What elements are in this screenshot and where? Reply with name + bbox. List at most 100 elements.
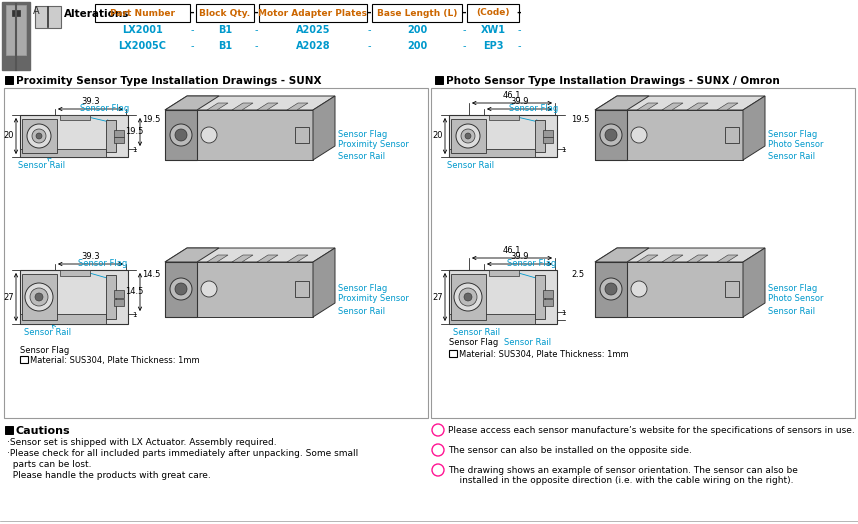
Text: Part Number: Part Number [110, 8, 175, 17]
Bar [20, 314, 106, 324]
Bar [20, 149, 106, 157]
Polygon shape [662, 255, 683, 262]
Polygon shape [313, 96, 335, 160]
Bar [467, 4, 519, 22]
Circle shape [605, 283, 617, 295]
Text: -: - [367, 41, 371, 51]
Polygon shape [595, 248, 649, 262]
Polygon shape [717, 255, 738, 262]
Text: Please access each sensor manufacture’s website for the specifications of sensor: Please access each sensor manufacture’s … [448, 426, 855, 435]
Bar [449, 115, 557, 157]
Bar [6, 5, 26, 55]
Polygon shape [165, 248, 219, 262]
Text: 1: 1 [132, 147, 136, 153]
Text: Sensor Flag: Sensor Flag [507, 259, 556, 268]
Text: 19.5: 19.5 [124, 127, 143, 136]
Bar [4, 88, 428, 418]
Text: -: - [462, 8, 466, 18]
Circle shape [175, 283, 187, 295]
Text: ·Sensor set is shipped with LX Actuator. Assembly required.: ·Sensor set is shipped with LX Actuator.… [7, 438, 276, 447]
Text: 39.3: 39.3 [82, 252, 100, 261]
Text: 1: 1 [436, 427, 440, 433]
Text: Sensor Rail: Sensor Rail [768, 152, 815, 161]
Bar [5, 426, 13, 434]
Bar [431, 88, 855, 418]
Text: -: - [367, 25, 371, 35]
Circle shape [456, 124, 480, 148]
Text: Photo Sensor: Photo Sensor [768, 294, 824, 303]
Bar [20, 115, 128, 157]
Text: -: - [462, 41, 466, 51]
Text: A: A [33, 6, 39, 16]
Bar [114, 130, 124, 137]
Bar [114, 137, 124, 143]
Text: 2: 2 [436, 447, 440, 453]
Polygon shape [687, 255, 708, 262]
Circle shape [459, 288, 477, 306]
Bar [543, 137, 553, 143]
Bar [449, 270, 557, 324]
Bar [489, 270, 519, 276]
Polygon shape [165, 248, 335, 262]
Bar [106, 275, 116, 319]
Text: 19.5: 19.5 [571, 115, 589, 124]
Polygon shape [743, 248, 765, 317]
Circle shape [27, 124, 51, 148]
Bar [449, 314, 535, 324]
Text: 39.3: 39.3 [82, 97, 100, 106]
Polygon shape [232, 255, 253, 262]
Text: 27: 27 [3, 292, 14, 301]
Polygon shape [165, 262, 197, 317]
Text: The sensor can also be installed on the opposite side.: The sensor can also be installed on the … [448, 446, 692, 455]
Circle shape [461, 129, 475, 143]
Text: LX2001: LX2001 [122, 25, 163, 35]
Text: Sensor Rail: Sensor Rail [504, 338, 551, 347]
Text: -: - [254, 8, 258, 18]
Circle shape [454, 283, 482, 311]
Polygon shape [687, 103, 708, 110]
Text: Sensor Rail: Sensor Rail [18, 161, 65, 170]
Bar [35, 6, 61, 28]
Bar [725, 127, 739, 143]
Bar [725, 281, 739, 297]
Bar [543, 290, 553, 298]
Text: 1: 1 [132, 312, 136, 318]
Text: Base Length (L): Base Length (L) [377, 8, 457, 17]
Circle shape [30, 288, 48, 306]
Bar [60, 115, 90, 120]
Text: Sensor Flag: Sensor Flag [768, 130, 818, 139]
Text: Block Qty.: Block Qty. [199, 8, 251, 17]
Text: installed in the opposite direction (i.e. with the cable wiring on the right).: installed in the opposite direction (i.e… [448, 476, 794, 485]
Text: Sensor Flag: Sensor Flag [78, 259, 127, 268]
Bar [20, 356, 28, 363]
Polygon shape [743, 96, 765, 160]
Text: Proximity Sensor Type Installation Drawings - SUNX: Proximity Sensor Type Installation Drawi… [16, 76, 322, 86]
Text: Sensor Flag: Sensor Flag [338, 130, 387, 139]
Text: Sensor Rail: Sensor Rail [453, 328, 500, 337]
Bar [22, 119, 57, 153]
Text: 1: 1 [561, 147, 565, 153]
Bar [451, 119, 486, 153]
Text: Proximity Sensor: Proximity Sensor [338, 140, 409, 149]
Polygon shape [637, 103, 658, 110]
Bar [259, 4, 367, 22]
Text: 200: 200 [407, 25, 427, 35]
Polygon shape [717, 103, 738, 110]
Circle shape [600, 124, 622, 146]
Text: 39.9: 39.9 [511, 252, 529, 261]
Text: Material: SUS304, Plate Thickness: 1mm: Material: SUS304, Plate Thickness: 1mm [459, 350, 629, 359]
Circle shape [432, 444, 444, 456]
Text: -: - [517, 8, 522, 18]
Polygon shape [595, 110, 627, 160]
Text: Sensor Rail: Sensor Rail [338, 307, 385, 316]
Text: Please handle the products with great care.: Please handle the products with great ca… [7, 471, 211, 480]
Text: Sensor Flag: Sensor Flag [768, 284, 818, 293]
Bar [95, 4, 190, 22]
Bar [535, 275, 545, 319]
Text: -: - [190, 8, 194, 18]
Circle shape [631, 281, 647, 297]
Circle shape [36, 133, 42, 139]
Polygon shape [165, 110, 313, 160]
Polygon shape [595, 248, 765, 262]
Text: B1: B1 [218, 41, 232, 51]
